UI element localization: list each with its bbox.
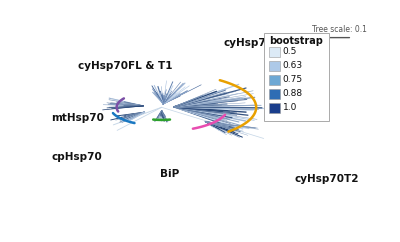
Text: cyHsp70FL & T1: cyHsp70FL & T1 — [78, 61, 172, 71]
FancyBboxPatch shape — [264, 33, 329, 121]
Text: bootstrap: bootstrap — [269, 36, 323, 46]
Text: 0.75: 0.75 — [283, 75, 303, 84]
Bar — [268, 61, 280, 71]
Text: 0.5: 0.5 — [283, 47, 297, 56]
Text: 0.63: 0.63 — [283, 61, 303, 70]
Text: 1.0: 1.0 — [283, 103, 297, 112]
Bar — [268, 47, 280, 57]
Text: 0.88: 0.88 — [283, 89, 303, 98]
Bar — [268, 75, 280, 85]
Bar — [268, 103, 280, 113]
Text: cyHsp70T2: cyHsp70T2 — [295, 174, 359, 184]
Text: Tree scale: 0.1: Tree scale: 0.1 — [312, 25, 367, 34]
Bar — [268, 89, 280, 99]
Text: mtHsp70: mtHsp70 — [52, 113, 104, 123]
Text: BiP: BiP — [160, 169, 179, 179]
Text: cpHsp70: cpHsp70 — [52, 152, 102, 162]
Text: cyHsp70T1: cyHsp70T1 — [224, 38, 288, 48]
